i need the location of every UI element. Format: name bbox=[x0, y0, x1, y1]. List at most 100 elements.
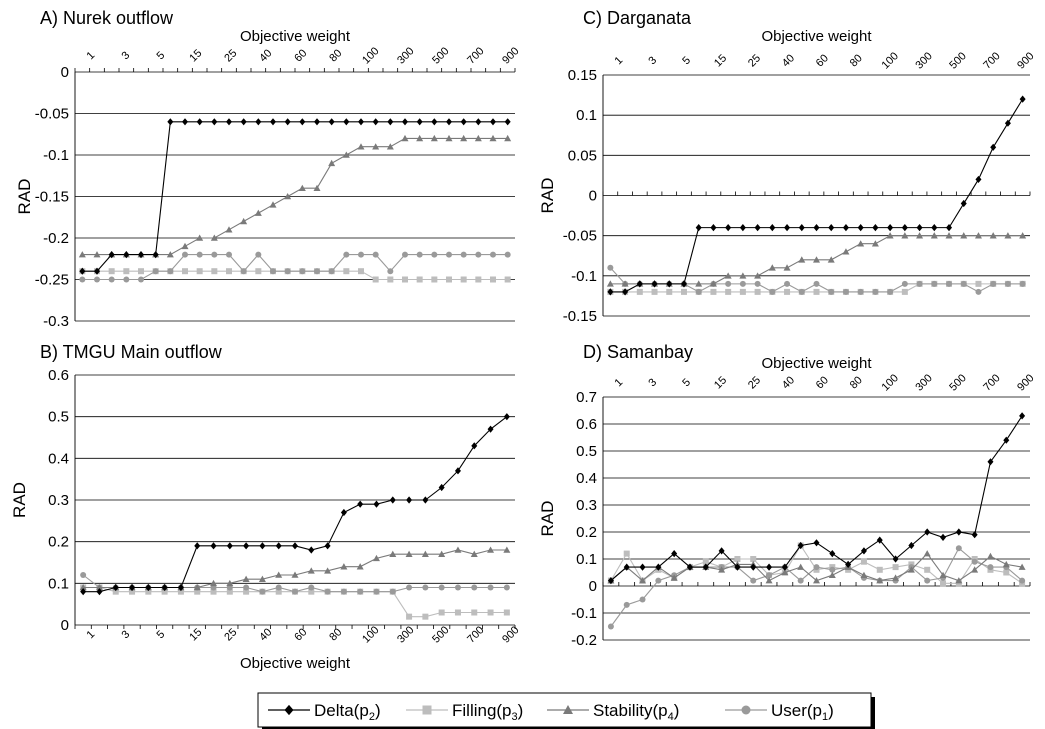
y-axis-label: RAD bbox=[538, 501, 557, 537]
data-point bbox=[270, 118, 276, 126]
x-tick-label: 900 bbox=[1015, 372, 1036, 393]
data-point bbox=[343, 251, 350, 258]
data-point bbox=[901, 232, 909, 239]
data-point bbox=[765, 577, 773, 584]
x-tick-label: 15 bbox=[187, 626, 204, 643]
data-point bbox=[750, 577, 757, 584]
data-point bbox=[152, 251, 159, 259]
data-point bbox=[813, 577, 820, 584]
series-line bbox=[82, 253, 508, 281]
data-point bbox=[402, 118, 408, 126]
data-point bbox=[784, 288, 791, 295]
y-tick-label: 0 bbox=[589, 578, 597, 595]
data-point bbox=[356, 563, 364, 570]
data-point bbox=[196, 268, 203, 275]
data-point bbox=[416, 118, 423, 126]
data-point bbox=[813, 539, 820, 547]
data-point bbox=[924, 528, 931, 536]
data-point bbox=[857, 288, 864, 295]
data-point bbox=[924, 577, 931, 584]
data-point bbox=[813, 256, 820, 263]
data-point bbox=[226, 542, 233, 550]
data-point bbox=[725, 288, 732, 295]
data-point bbox=[971, 566, 979, 573]
data-point bbox=[182, 251, 188, 258]
data-point bbox=[108, 276, 115, 283]
data-point bbox=[860, 547, 867, 555]
data-point bbox=[108, 268, 115, 275]
x-tick-label: 500 bbox=[947, 372, 968, 393]
data-point bbox=[857, 240, 865, 247]
series-delta-p2- bbox=[79, 118, 511, 275]
data-point bbox=[454, 546, 462, 553]
x-tick-label: 500 bbox=[947, 50, 968, 71]
data-point bbox=[298, 184, 306, 191]
data-point bbox=[446, 276, 452, 283]
data-point bbox=[940, 533, 947, 541]
x-tick-label: 100 bbox=[879, 50, 900, 71]
legend-label: User(p1) bbox=[771, 701, 834, 723]
data-point bbox=[177, 588, 184, 595]
legend-item: Stability(p4) bbox=[547, 701, 679, 723]
x-tick-label: 25 bbox=[222, 626, 239, 643]
data-point bbox=[872, 288, 879, 295]
data-point bbox=[340, 588, 347, 595]
data-point bbox=[504, 134, 512, 142]
data-point bbox=[955, 545, 962, 552]
data-point bbox=[842, 248, 850, 255]
legend-item: Filling(p3) bbox=[406, 701, 523, 723]
data-point bbox=[876, 566, 883, 573]
data-point bbox=[1019, 412, 1026, 420]
data-point bbox=[734, 563, 741, 571]
data-point bbox=[123, 276, 130, 283]
data-point bbox=[471, 609, 478, 616]
x-tick-label: 700 bbox=[465, 624, 486, 645]
data-point bbox=[196, 234, 204, 241]
chart-title: C) Darganata bbox=[583, 8, 692, 28]
data-point bbox=[284, 193, 292, 200]
data-point bbox=[750, 563, 757, 571]
data-point bbox=[1019, 95, 1026, 103]
data-point bbox=[389, 496, 396, 504]
data-point bbox=[95, 584, 103, 591]
data-point bbox=[259, 588, 266, 595]
data-point bbox=[112, 588, 119, 595]
data-point bbox=[475, 276, 482, 283]
data-point bbox=[387, 118, 394, 126]
data-point bbox=[454, 609, 461, 616]
data-point bbox=[372, 554, 380, 562]
data-point bbox=[145, 583, 152, 592]
x-tick-label: 25 bbox=[746, 52, 763, 69]
data-point bbox=[769, 224, 776, 232]
series-line bbox=[609, 267, 1023, 293]
data-point bbox=[210, 234, 218, 241]
data-point bbox=[358, 268, 364, 275]
data-point bbox=[766, 563, 773, 571]
x-tick-label: 60 bbox=[814, 52, 831, 69]
data-point bbox=[828, 288, 835, 295]
y-tick-label: -0.25 bbox=[35, 272, 69, 289]
x-tick-label: 15 bbox=[187, 47, 204, 64]
y-tick-label: 0.3 bbox=[48, 492, 69, 509]
data-point bbox=[78, 251, 86, 258]
y-tick-label: 0 bbox=[61, 64, 69, 81]
data-point bbox=[990, 280, 997, 287]
data-point bbox=[454, 584, 461, 591]
data-point bbox=[754, 280, 761, 287]
data-point bbox=[328, 268, 335, 275]
data-point bbox=[259, 542, 266, 550]
data-point bbox=[80, 572, 87, 578]
y-tick-label: 0.1 bbox=[576, 107, 597, 124]
data-point bbox=[292, 542, 298, 550]
data-point bbox=[666, 288, 673, 295]
data-point bbox=[211, 251, 218, 258]
data-point bbox=[829, 550, 836, 558]
data-point bbox=[607, 288, 614, 296]
data-point bbox=[372, 118, 379, 126]
data-point bbox=[503, 609, 510, 616]
data-point bbox=[754, 272, 762, 279]
data-point bbox=[406, 584, 413, 591]
data-point bbox=[945, 232, 953, 239]
data-point bbox=[798, 288, 805, 295]
x-tick-label: 15 bbox=[712, 374, 729, 391]
